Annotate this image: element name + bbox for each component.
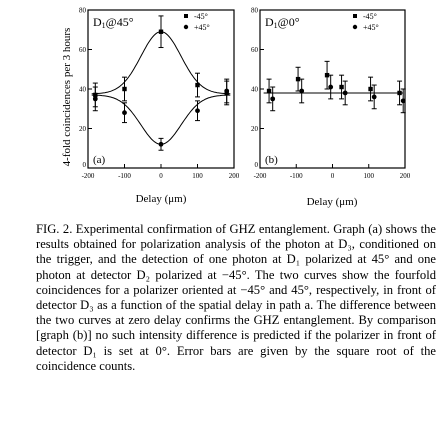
panel-b-point-circle [400,98,406,104]
panel-a-xtick-label: 0 [159,172,163,180]
panel-a-point-circle [122,110,127,116]
panel-b-point-circle [270,96,276,102]
panel-a-xtick-label: -200 [82,172,95,180]
panel-a-point-square [158,29,164,34]
panel-a: D1@45° (a) Delay (μm) -200 -100 0 100 200 0 20… [79,7,240,206]
panel-b-tag: (b) [265,154,278,166]
panel-a-point-circle [224,88,230,94]
figure-caption: FIG. 2. Experimental confirmation of GHZ… [36,222,436,373]
panel-b-point-circle [342,90,348,96]
panel-b-ytick-label: 0 [255,161,259,169]
panel-b-point-circle [299,88,305,94]
panel-b-legend-marker-square [353,14,357,18]
panel-b-point-square [368,86,373,92]
panel-a-xtick-label: 200 [229,172,240,180]
panel-b-ytick-label: 40 [251,86,259,94]
panel-a-title-sub: 1 [102,21,106,30]
panel-b-point-square [397,90,402,96]
panel-b-xlabel: Delay (μm) [307,196,358,208]
figure-2: 4-fold coincidences per 3 hours D1@45° (… [61,7,411,209]
panel-a-title: D1@45° [93,15,134,30]
panel-b-xtick-label: -100 [290,172,303,180]
panel-b: D1@0° (b) Delay (μm) -200 -100 0 100 200 0 20 4… [251,7,411,209]
panel-a-marks: -200 -100 0 100 200 0 20 40 60 80 -45° +45° [79,7,240,181]
panel-b-legend-label: -45° [363,12,377,21]
panel-a-fit-curve [91,94,231,145]
panel-b-ytick-label: 60 [251,46,259,54]
panel-a-ytick-label: 80 [79,7,87,15]
panel-a-xtick-label: 100 [192,172,203,180]
panel-a-ytick-label: 0 [83,161,87,169]
panel-b-marks: -200 -100 0 100 200 0 20 40 60 80 -45° +45° [251,7,411,181]
panel-b-legend-label: +45° [363,23,379,32]
panel-a-title-main: D [93,15,102,29]
panel-b-point-square [266,88,272,94]
panel-b-legend-marker-circle [352,24,358,30]
panel-b-title-suffix: @0° [278,15,300,29]
panel-b-point-square [324,72,330,78]
panel-a-xlabel: Delay (μm) [136,193,187,205]
panel-a-legend-marker-circle [183,24,189,30]
panel-a-title-suffix: @45° [106,15,134,29]
panel-a-legend-label: -45° [194,12,208,21]
panel-a-legend-label: +45° [194,23,210,32]
panel-a-point-circle [195,108,200,114]
panel-b-xtick-label: -200 [254,172,267,180]
panel-b-point-circle [371,94,377,100]
panel-b-ytick-label: 80 [251,7,259,15]
panel-a-point-square [122,86,127,92]
panel-b-xtick-label: 0 [331,172,335,180]
panel-a-xtick-label: -100 [118,172,131,180]
panel-a-ytick-label: 60 [79,46,87,54]
panel-a-legend-marker-square [184,14,188,18]
panel-a-ytick-label: 20 [79,125,87,133]
panel-b-point-square [295,76,301,82]
panel-a-point-circle [158,141,164,147]
panel-a-tag: (a) [93,154,106,166]
y-axis-label: 4-fold coincidences per 3 hours [61,28,73,167]
panel-b-title-main: D [265,15,274,29]
panel-b-frame [259,9,406,169]
panel-a-point-square [195,82,200,88]
panel-b-point-square [339,84,344,90]
panel-b-title: D1@0° [265,15,300,30]
panel-b-title-sub: 1 [274,21,278,30]
panel-b-xtick-label: 100 [364,172,375,180]
panel-b-ytick-label: 20 [251,125,259,133]
panel-b-point-circle [328,84,334,90]
panel-b-xtick-label: 200 [400,172,411,180]
panel-a-point-circle [92,96,98,102]
panel-a-ytick-label: 40 [79,86,87,94]
